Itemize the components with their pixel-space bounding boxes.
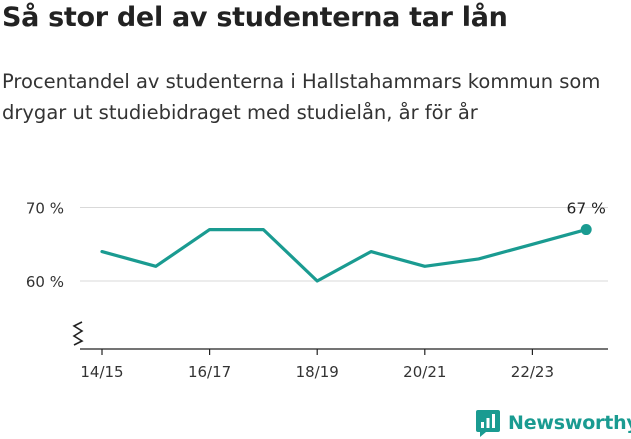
last-point-marker	[580, 224, 592, 236]
series-line-0	[100, 228, 588, 283]
x-tick-label: 16/17	[188, 363, 231, 381]
chart-subtitle: Procentandel av studenterna i Hallstaham…	[2, 70, 601, 124]
x-tick-label: 18/19	[296, 363, 339, 381]
brand-name: Newsworthy	[508, 412, 631, 434]
x-tick-label: 20/21	[403, 363, 446, 381]
last-value-label: 67 %	[567, 200, 606, 218]
x-tick-label: 22/23	[511, 363, 554, 381]
chart-title: Så stor del av studenterna tar lån	[2, 2, 508, 33]
y-tick-label: 70 %	[26, 200, 64, 218]
y-tick-label: 60 %	[26, 273, 64, 291]
axis-break-icon	[72, 321, 84, 346]
brand-logo: Newsworthy	[476, 408, 631, 438]
x-tick-label: 14/15	[80, 363, 123, 381]
newsworthy-logo-icon	[476, 410, 500, 437]
